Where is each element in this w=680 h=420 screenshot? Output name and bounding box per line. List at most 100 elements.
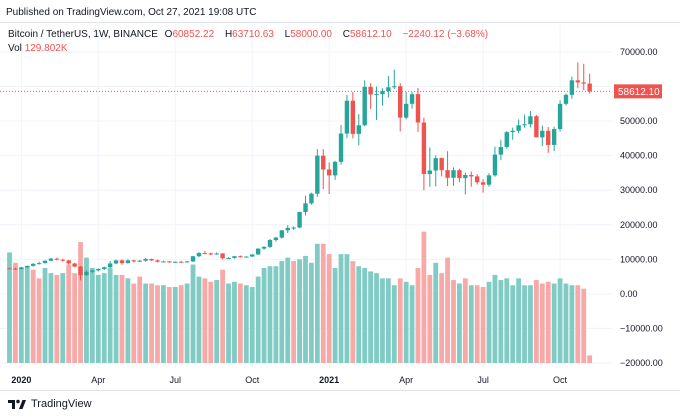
volume-bar — [220, 269, 226, 363]
volume-bar — [350, 261, 356, 363]
volume-bar — [237, 283, 243, 363]
candle-body — [208, 253, 213, 255]
candle-body — [107, 263, 113, 268]
candle-body — [238, 256, 243, 258]
candle-body — [427, 170, 433, 174]
volume-bar — [433, 262, 439, 363]
candle-body — [498, 147, 504, 155]
x-axis-tick-label: Oct — [553, 375, 568, 385]
volume-bar — [391, 285, 397, 363]
volume-bar — [380, 278, 385, 363]
volume-label[interactable]: Vol — [8, 43, 22, 54]
volume-bar — [131, 283, 137, 363]
candle-body — [575, 80, 581, 83]
volume-bar — [468, 285, 474, 363]
volume-bar — [575, 285, 581, 363]
candle-body — [581, 82, 586, 84]
footer-brand[interactable]: TradingView — [8, 398, 92, 410]
symbol-title[interactable]: Bitcoin / TetherUS, 1W, BINANCE — [8, 29, 158, 40]
volume-bar — [54, 274, 60, 363]
volume-bar — [368, 271, 374, 363]
last-price-label: 58612.10 — [618, 87, 660, 98]
volume-bar — [279, 261, 285, 363]
candle-body — [30, 263, 36, 266]
volume-bar — [178, 285, 184, 363]
candle-body — [255, 248, 261, 255]
volume-bar — [297, 259, 302, 363]
candle-body — [510, 130, 515, 133]
candle-body — [244, 256, 249, 258]
volume-bar — [60, 273, 66, 363]
volume-bar — [510, 285, 516, 363]
volume-bar — [13, 262, 18, 363]
volume-bar — [320, 243, 326, 363]
volume-bar — [587, 355, 593, 363]
candle-body — [184, 261, 190, 263]
volume-bar — [374, 273, 379, 363]
candle-body — [267, 239, 273, 247]
volume-bar — [557, 278, 563, 363]
volume-bar — [18, 267, 24, 363]
volume-bar — [451, 280, 456, 363]
candle-body — [161, 261, 166, 263]
candle-body — [19, 267, 24, 270]
candle-body — [84, 271, 89, 276]
candle-body — [119, 260, 125, 264]
y-axis-tick-label: 0.00 — [620, 289, 638, 299]
candle-body — [309, 193, 314, 204]
candle-body — [78, 266, 83, 276]
y-axis-tick-label: −20000.00 — [620, 358, 663, 368]
volume-bar — [226, 283, 231, 363]
candle-body — [190, 256, 196, 262]
candle-body — [321, 155, 326, 170]
candle-body — [261, 246, 267, 249]
candle-body — [66, 260, 71, 264]
candle-body — [344, 100, 350, 134]
close-label: C — [342, 29, 350, 40]
candle-body — [96, 269, 101, 271]
volume-bar — [486, 281, 492, 363]
volume-bar — [166, 286, 172, 363]
candle-body — [178, 261, 184, 263]
volume-bar — [326, 254, 332, 363]
volume-bar — [36, 278, 42, 363]
y-axis-tick-label: −10000.00 — [620, 323, 663, 333]
candle-body — [557, 103, 563, 130]
volume-bar — [522, 285, 527, 363]
candle-body — [7, 268, 12, 270]
candle-body — [486, 175, 492, 185]
candle-body — [285, 227, 290, 231]
volume-bar — [563, 283, 569, 363]
volume-bar — [516, 278, 522, 363]
volume-bar — [344, 254, 350, 363]
volume-bar — [445, 257, 450, 363]
volume-bar — [309, 262, 314, 363]
y-axis-tick-label: 20000.00 — [620, 220, 658, 230]
candle-body — [356, 125, 361, 134]
candle-body — [303, 203, 308, 212]
high-label: H — [224, 29, 233, 40]
x-axis-tick-label: 2021 — [319, 375, 339, 385]
candle-body — [113, 260, 119, 264]
volume-bar — [545, 281, 551, 363]
candle-body — [13, 268, 18, 270]
candle-body — [421, 122, 427, 174]
volume-bar — [107, 267, 113, 363]
candle-body — [137, 260, 142, 262]
x-axis-tick-label: Jul — [477, 375, 489, 385]
candle-body — [374, 94, 379, 96]
volume-bar — [196, 276, 202, 363]
x-axis-tick-label: Oct — [245, 375, 260, 385]
candle-body — [326, 169, 332, 176]
candle-body — [48, 258, 54, 261]
candle-body — [54, 258, 60, 260]
x-axis-tick-label: 2020 — [11, 375, 31, 385]
candle-body — [392, 86, 397, 88]
candle-body — [469, 175, 474, 177]
candle-body — [463, 175, 468, 179]
volume-bar — [137, 276, 143, 363]
candle-body — [380, 91, 385, 95]
candle-body — [368, 86, 373, 95]
volume-bar — [457, 283, 462, 363]
